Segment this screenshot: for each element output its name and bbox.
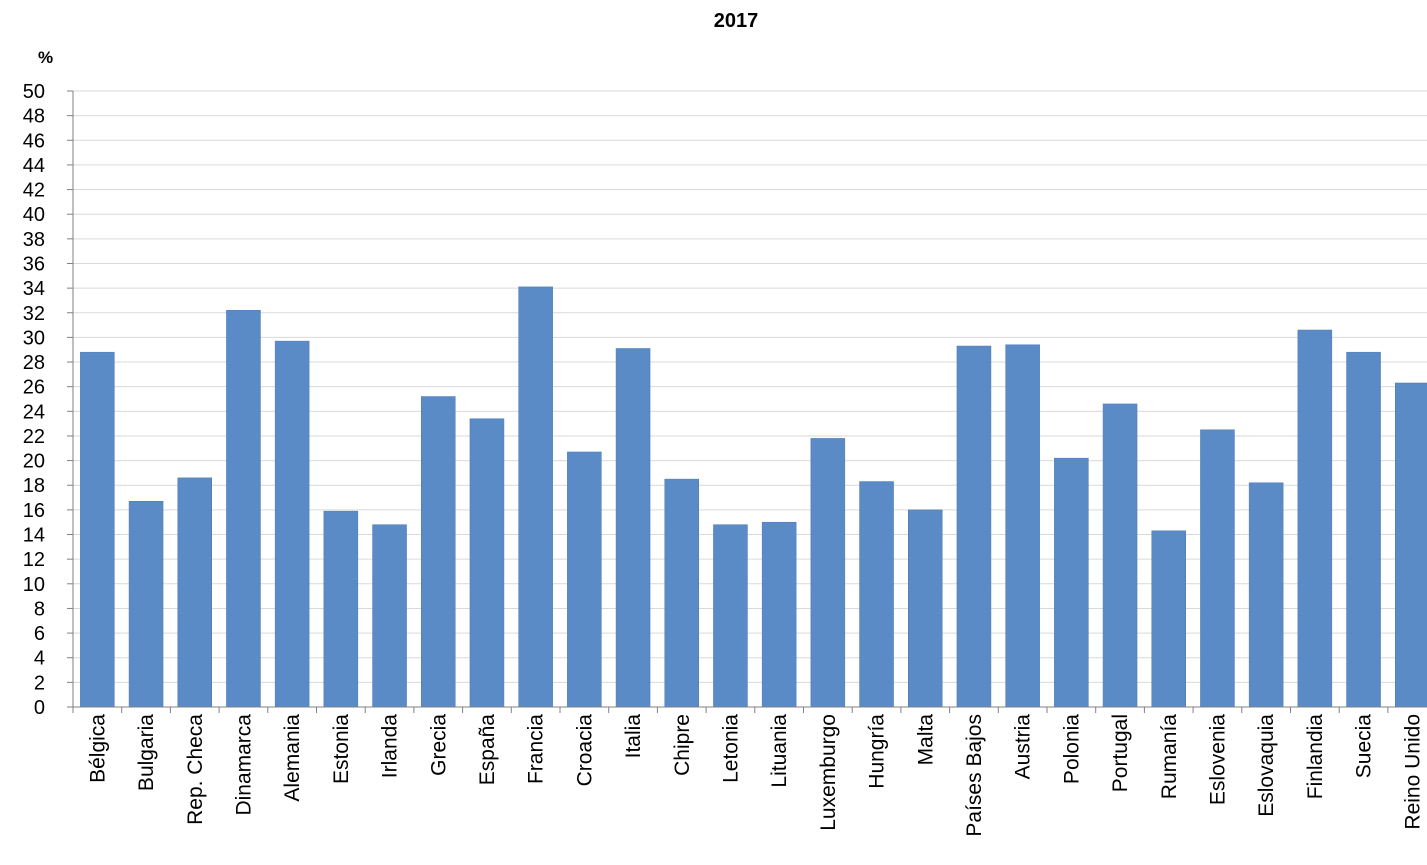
y-tick-label: 4 (34, 648, 45, 670)
x-tick-label: Eslovaquia (1255, 714, 1278, 817)
bar (177, 477, 212, 708)
x-tick-label: Italia (622, 714, 645, 759)
bar (615, 348, 651, 708)
bar (1102, 403, 1138, 708)
bar (664, 478, 699, 708)
x-tick-label: Irlanda (379, 714, 402, 779)
y-tick-label: 48 (23, 106, 45, 128)
bar (1346, 351, 1381, 708)
y-tick-label: 8 (34, 598, 45, 620)
bar (908, 509, 943, 708)
y-tick-label: 12 (23, 549, 45, 571)
y-tick-label: 38 (23, 229, 45, 251)
y-tick-label: 24 (23, 401, 45, 423)
y-tick-label: 34 (23, 278, 45, 300)
bar (372, 524, 407, 708)
y-tick-label: 22 (23, 426, 45, 448)
x-tick-label: Suecia (1353, 714, 1376, 779)
y-tick-label: 40 (23, 204, 45, 226)
x-tick-label: Rep. Checa (184, 714, 207, 825)
bar (1200, 429, 1235, 708)
x-tick-label: Luxemburgo (817, 714, 840, 831)
bar (810, 438, 846, 708)
x-tick-label: Estonia (330, 714, 353, 784)
bar (1248, 482, 1284, 708)
y-tick-label: 26 (23, 377, 45, 399)
bar (518, 286, 553, 708)
bar (421, 396, 456, 708)
y-tick-label: 20 (23, 451, 45, 473)
y-axis-unit-label: % (38, 48, 53, 67)
bar (713, 524, 748, 708)
y-axis-ticks: 0246810121416182022242628303234363840424… (23, 81, 73, 719)
x-tick-label: Hungría (866, 714, 889, 789)
x-tick-label: Bélgica (86, 714, 109, 783)
x-tick-label: Chipre (671, 714, 694, 776)
x-tick-label: Reino Unido (1401, 714, 1424, 830)
x-tick-label: Finlandia (1304, 714, 1327, 800)
x-tick-label: Lituania (768, 714, 791, 788)
chart-title: 2017 (714, 10, 759, 32)
y-tick-label: 14 (23, 525, 45, 547)
y-tick-label: 0 (34, 697, 45, 719)
bar (1005, 344, 1040, 708)
bar (226, 310, 261, 708)
y-tick-label: 32 (23, 303, 45, 325)
y-tick-label: 10 (23, 574, 45, 596)
bar (859, 481, 894, 708)
y-tick-label: 30 (23, 327, 45, 349)
bar (274, 340, 310, 708)
y-tick-label: 28 (23, 352, 45, 374)
y-tick-label: 50 (23, 81, 45, 103)
y-tick-label: 44 (23, 155, 45, 177)
bar (128, 501, 164, 708)
x-tick-label: Croacia (573, 714, 596, 787)
bar (1395, 382, 1427, 708)
y-tick-label: 2 (34, 672, 45, 694)
x-tick-label: Malta (914, 714, 937, 766)
y-tick-label: 36 (23, 253, 45, 275)
y-tick-label: 6 (34, 623, 45, 645)
x-tick-label: Grecia (427, 714, 450, 776)
x-tick-label: Rumanía (1158, 714, 1181, 800)
bar (1054, 457, 1089, 708)
x-tick-label: Polonia (1060, 714, 1083, 784)
bars (80, 286, 1427, 708)
y-tick-label: 46 (23, 130, 45, 152)
x-tick-label: Austria (1012, 714, 1035, 780)
bar (80, 351, 115, 708)
x-axis-ticks: Bélgica Bulgaria Rep. Checa Dinamarca Aleman… (72, 707, 1424, 837)
x-tick-label: Portugal (1109, 714, 1132, 792)
bar (323, 510, 359, 708)
y-tick-label: 18 (23, 475, 45, 497)
x-tick-label: España (476, 714, 499, 786)
x-tick-label: Países Bajos (963, 714, 986, 837)
x-tick-label: Francia (525, 714, 548, 784)
x-tick-label: Dinamarca (232, 714, 255, 816)
x-tick-label: Eslovenia (1206, 714, 1229, 805)
bar (1151, 530, 1186, 708)
bar (761, 521, 797, 708)
x-tick-label: Alemania (281, 714, 304, 802)
x-tick-label: Letonia (719, 714, 742, 783)
y-tick-label: 16 (23, 500, 45, 522)
bar (567, 451, 602, 708)
bar (956, 345, 992, 708)
bar (1297, 329, 1333, 708)
bar (469, 418, 505, 708)
y-tick-label: 42 (23, 180, 45, 202)
x-tick-label: Bulgaria (135, 714, 158, 791)
